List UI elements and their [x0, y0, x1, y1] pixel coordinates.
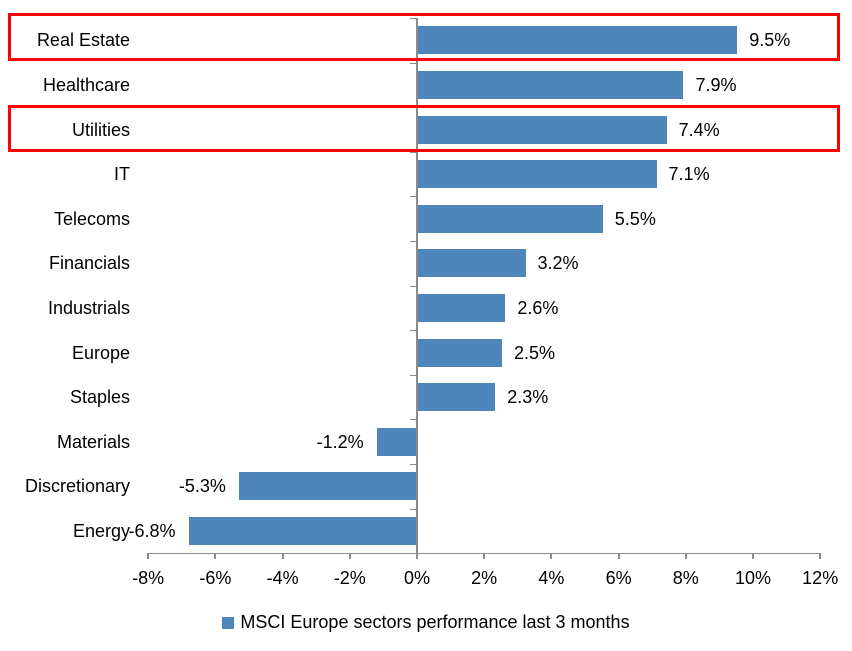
- value-label: 7.4%: [678, 119, 720, 140]
- value-label: 2.5%: [514, 342, 556, 363]
- bar: [238, 472, 417, 501]
- legend-label: MSCI Europe sectors performance last 3 m…: [240, 612, 630, 632]
- value-label: -5.3%: [178, 476, 226, 497]
- y-axis-tick: [410, 508, 416, 510]
- bar: [418, 115, 667, 144]
- bar: [418, 70, 684, 99]
- y-axis-tick: [410, 285, 416, 287]
- x-axis-tick: [348, 553, 351, 559]
- x-axis-tick: [617, 553, 620, 559]
- category-label: Real Estate: [36, 30, 130, 51]
- y-axis-line: [416, 18, 418, 559]
- value-label: 3.2%: [537, 253, 579, 274]
- category-label: Utilities: [71, 119, 130, 140]
- y-axis-tick: [410, 374, 416, 376]
- x-axis-tick-label: -6%: [199, 568, 232, 588]
- x-axis-tick-label: 4%: [538, 568, 565, 588]
- bar: [188, 516, 417, 545]
- value-label: 9.5%: [749, 30, 791, 51]
- category-label: Staples: [69, 387, 130, 408]
- bar: [418, 160, 657, 189]
- value-label: -6.8%: [128, 520, 176, 541]
- y-axis-tick: [410, 241, 416, 242]
- bar: [418, 383, 496, 412]
- x-axis-tick: [147, 553, 150, 559]
- x-axis-tick: [281, 553, 284, 559]
- x-axis-tick: [752, 553, 754, 559]
- legend: MSCI Europe sectors performance last 3 m…: [0, 612, 852, 633]
- legend-marker-icon: [222, 617, 235, 629]
- x-axis-tick-label: 10%: [734, 568, 772, 588]
- category-label: Materials: [56, 431, 130, 452]
- x-axis-tick: [214, 553, 217, 559]
- category-label: IT: [114, 164, 130, 185]
- x-axis-tick: [483, 553, 486, 559]
- x-axis-tick-label: -4%: [266, 568, 299, 588]
- value-label: 5.5%: [614, 208, 656, 229]
- bar: [418, 338, 502, 367]
- category-label: Energy: [72, 520, 130, 541]
- highlight-box-utilities: [8, 105, 840, 152]
- x-axis-tick-label: -2%: [333, 568, 366, 588]
- bar: [418, 249, 526, 278]
- value-label: 7.1%: [668, 164, 710, 185]
- bar: [418, 293, 506, 322]
- y-axis-tick: [410, 196, 416, 198]
- x-axis-tick-label: 0%: [403, 568, 430, 588]
- y-axis-tick: [410, 553, 416, 555]
- x-axis-tick-label: 12%: [802, 568, 839, 588]
- x-axis-tick-label: -8%: [132, 568, 165, 588]
- x-axis-tick: [684, 553, 687, 559]
- value-label: 2.3%: [507, 387, 549, 408]
- category-label: Healthcare: [42, 74, 130, 95]
- y-axis-tick: [410, 464, 416, 465]
- bar: [418, 26, 738, 55]
- x-axis-tick-label: 8%: [672, 568, 699, 588]
- category-label: Financials: [48, 253, 130, 274]
- y-axis-tick: [410, 330, 416, 332]
- y-axis-tick: [410, 419, 416, 421]
- y-axis-tick: [410, 62, 416, 64]
- bar: [418, 204, 603, 233]
- category-label: Industrials: [47, 297, 130, 318]
- value-label: -1.2%: [316, 431, 364, 452]
- y-axis-tick: [410, 151, 416, 153]
- x-axis-tick-label: 2%: [471, 568, 498, 588]
- highlight-box-real-estate: [8, 13, 840, 61]
- category-label: Europe: [71, 342, 130, 363]
- value-label: 7.9%: [695, 74, 737, 95]
- category-label: Discretionary: [24, 476, 130, 497]
- x-axis-tick-label: 6%: [605, 568, 632, 588]
- x-axis-tick: [819, 553, 822, 559]
- value-label: 2.6%: [517, 297, 559, 318]
- y-axis-tick: [410, 18, 416, 19]
- bar: [376, 427, 417, 456]
- category-label: Telecoms: [53, 208, 130, 229]
- x-axis-tick: [550, 553, 553, 559]
